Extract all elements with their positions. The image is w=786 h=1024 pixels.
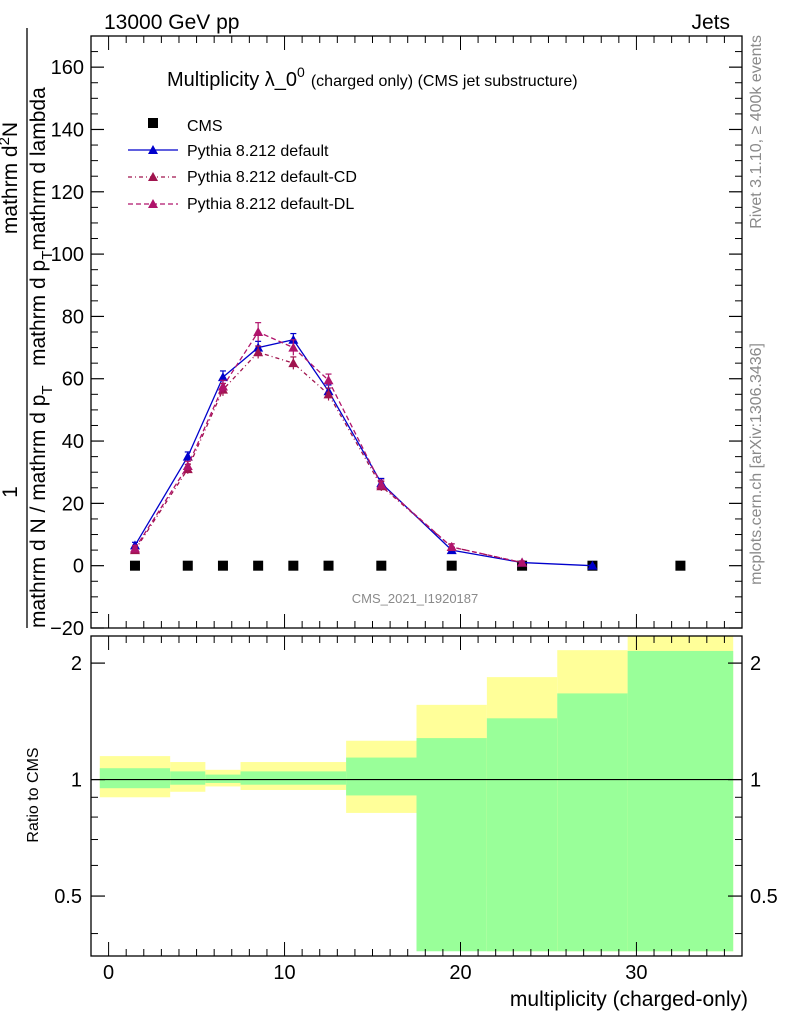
main-ytick-label: 0: [73, 556, 84, 578]
series-point-1: [587, 560, 598, 570]
series-point-3: [446, 541, 457, 551]
legend-marker-cms: [148, 118, 158, 128]
legend-label-cms: CMS: [187, 118, 223, 135]
series-point-3: [517, 557, 528, 567]
ratio-band-inner: [240, 771, 347, 785]
series-point-3: [217, 381, 228, 391]
main-ytick-label: 40: [62, 431, 84, 453]
legend-label-default: Pythia 8.212 default: [187, 143, 329, 160]
series-point-3: [253, 327, 264, 336]
mcplots-label: mcplots.cern.ch [arXiv:1306.3436]: [748, 343, 765, 585]
series-point-2: [288, 358, 299, 368]
main-ytick-label: 140: [51, 119, 84, 141]
main-ylabel: 1 mathrm d N / mathrm d pT mathrm d2N ma…: [0, 28, 56, 628]
main-ytick-label: 100: [51, 244, 84, 266]
series-point-3: [129, 543, 140, 553]
ratio-ytick-label: 2: [71, 653, 82, 675]
cms-point: [217, 560, 228, 571]
legend-marker-dl: [148, 199, 158, 208]
ylabel-rest-den: mathrm d pTmathrm d lambda: [27, 87, 56, 366]
header-left: 13000 GeV pp: [104, 11, 239, 34]
main-ytick-label: 120: [51, 182, 84, 204]
series-point-3: [376, 479, 387, 489]
series-point-1: [182, 451, 193, 461]
ratio-xtick-label: 0: [103, 962, 114, 984]
series-point-3: [323, 375, 334, 385]
series-point-2: [323, 389, 334, 399]
ratio-xtick-label: 30: [625, 962, 647, 984]
ratio-ytick-label: 1: [71, 770, 82, 792]
ratio-xtick-label: 20: [449, 962, 471, 984]
cms-point: [129, 560, 140, 571]
xlabel: multiplicity (charged-only): [510, 988, 748, 1011]
ratio-band-inner: [205, 774, 241, 783]
ratio-ylabel: Ratio to CMS: [25, 747, 42, 842]
main-ytick-label: −20: [50, 618, 84, 640]
cms-point: [288, 560, 299, 571]
ratio-ytick-label-right: 2: [750, 653, 761, 675]
cms-point: [446, 560, 457, 571]
ylabel-rest-num: mathrm d2N: [0, 122, 22, 234]
cms-point: [253, 560, 264, 571]
main-title: Multiplicity λ_00(charged only) (CMS jet…: [167, 64, 578, 91]
watermark: CMS_2021_I1920187: [352, 591, 479, 606]
legend-marker-cd: [148, 172, 158, 181]
ratio-band-inner: [346, 757, 417, 796]
rivet-label: Rivet 3.1.10, ≥ 400k events: [748, 35, 765, 229]
ratio-frame: [90, 635, 743, 957]
ratio-band-inner: [627, 650, 734, 952]
series-point-3: [182, 460, 193, 470]
ratio-bands: [99, 636, 734, 952]
ratio-band-inner: [416, 738, 487, 952]
cms-point: [675, 560, 686, 571]
legend-marker-default: [148, 145, 158, 154]
legend: CMS Pythia 8.212 default Pythia 8.212 de…: [128, 118, 357, 213]
main-ytick-label: 20: [62, 493, 84, 515]
main-ytick-label: 80: [62, 306, 84, 328]
ratio-xaxis: 0 10 20 30: [90, 636, 743, 984]
header-right: Jets: [691, 11, 730, 34]
legend-label-cd: Pythia 8.212 default-CD: [187, 169, 357, 186]
main-xaxis: [90, 36, 743, 628]
ratio-band-inner: [99, 768, 171, 789]
series-line-3: [134, 331, 523, 564]
ratio-ytick-label-right: 1: [750, 770, 761, 792]
ylabel-frac-num: 1: [0, 486, 22, 498]
ylabel-frac-den: mathrm d N / mathrm d pT: [27, 385, 56, 628]
cms-point: [376, 560, 387, 571]
ratio-xtick-label: 10: [273, 962, 295, 984]
main-ytick-label: 60: [62, 369, 84, 391]
cms-point: [323, 560, 334, 571]
ratio-band-inner: [557, 693, 628, 952]
main-ytick-label: 160: [51, 57, 84, 79]
series-line-1: [134, 339, 593, 567]
cms-point: [182, 560, 193, 571]
ratio-band-inner: [486, 718, 558, 952]
series-point-2: [253, 347, 264, 357]
main-series: [129, 322, 686, 571]
legend-label-dl: Pythia 8.212 default-DL: [187, 196, 354, 213]
ratio-band-inner: [170, 771, 206, 785]
main-yaxis: −20 0 20 40 60 80 100 120 140 160: [50, 35, 742, 640]
series-point-1: [217, 372, 228, 382]
ratio-ytick-label: 0.5: [54, 886, 82, 908]
series-point-3: [288, 342, 299, 352]
ratio-ytick-label-right: 0.5: [750, 886, 778, 908]
